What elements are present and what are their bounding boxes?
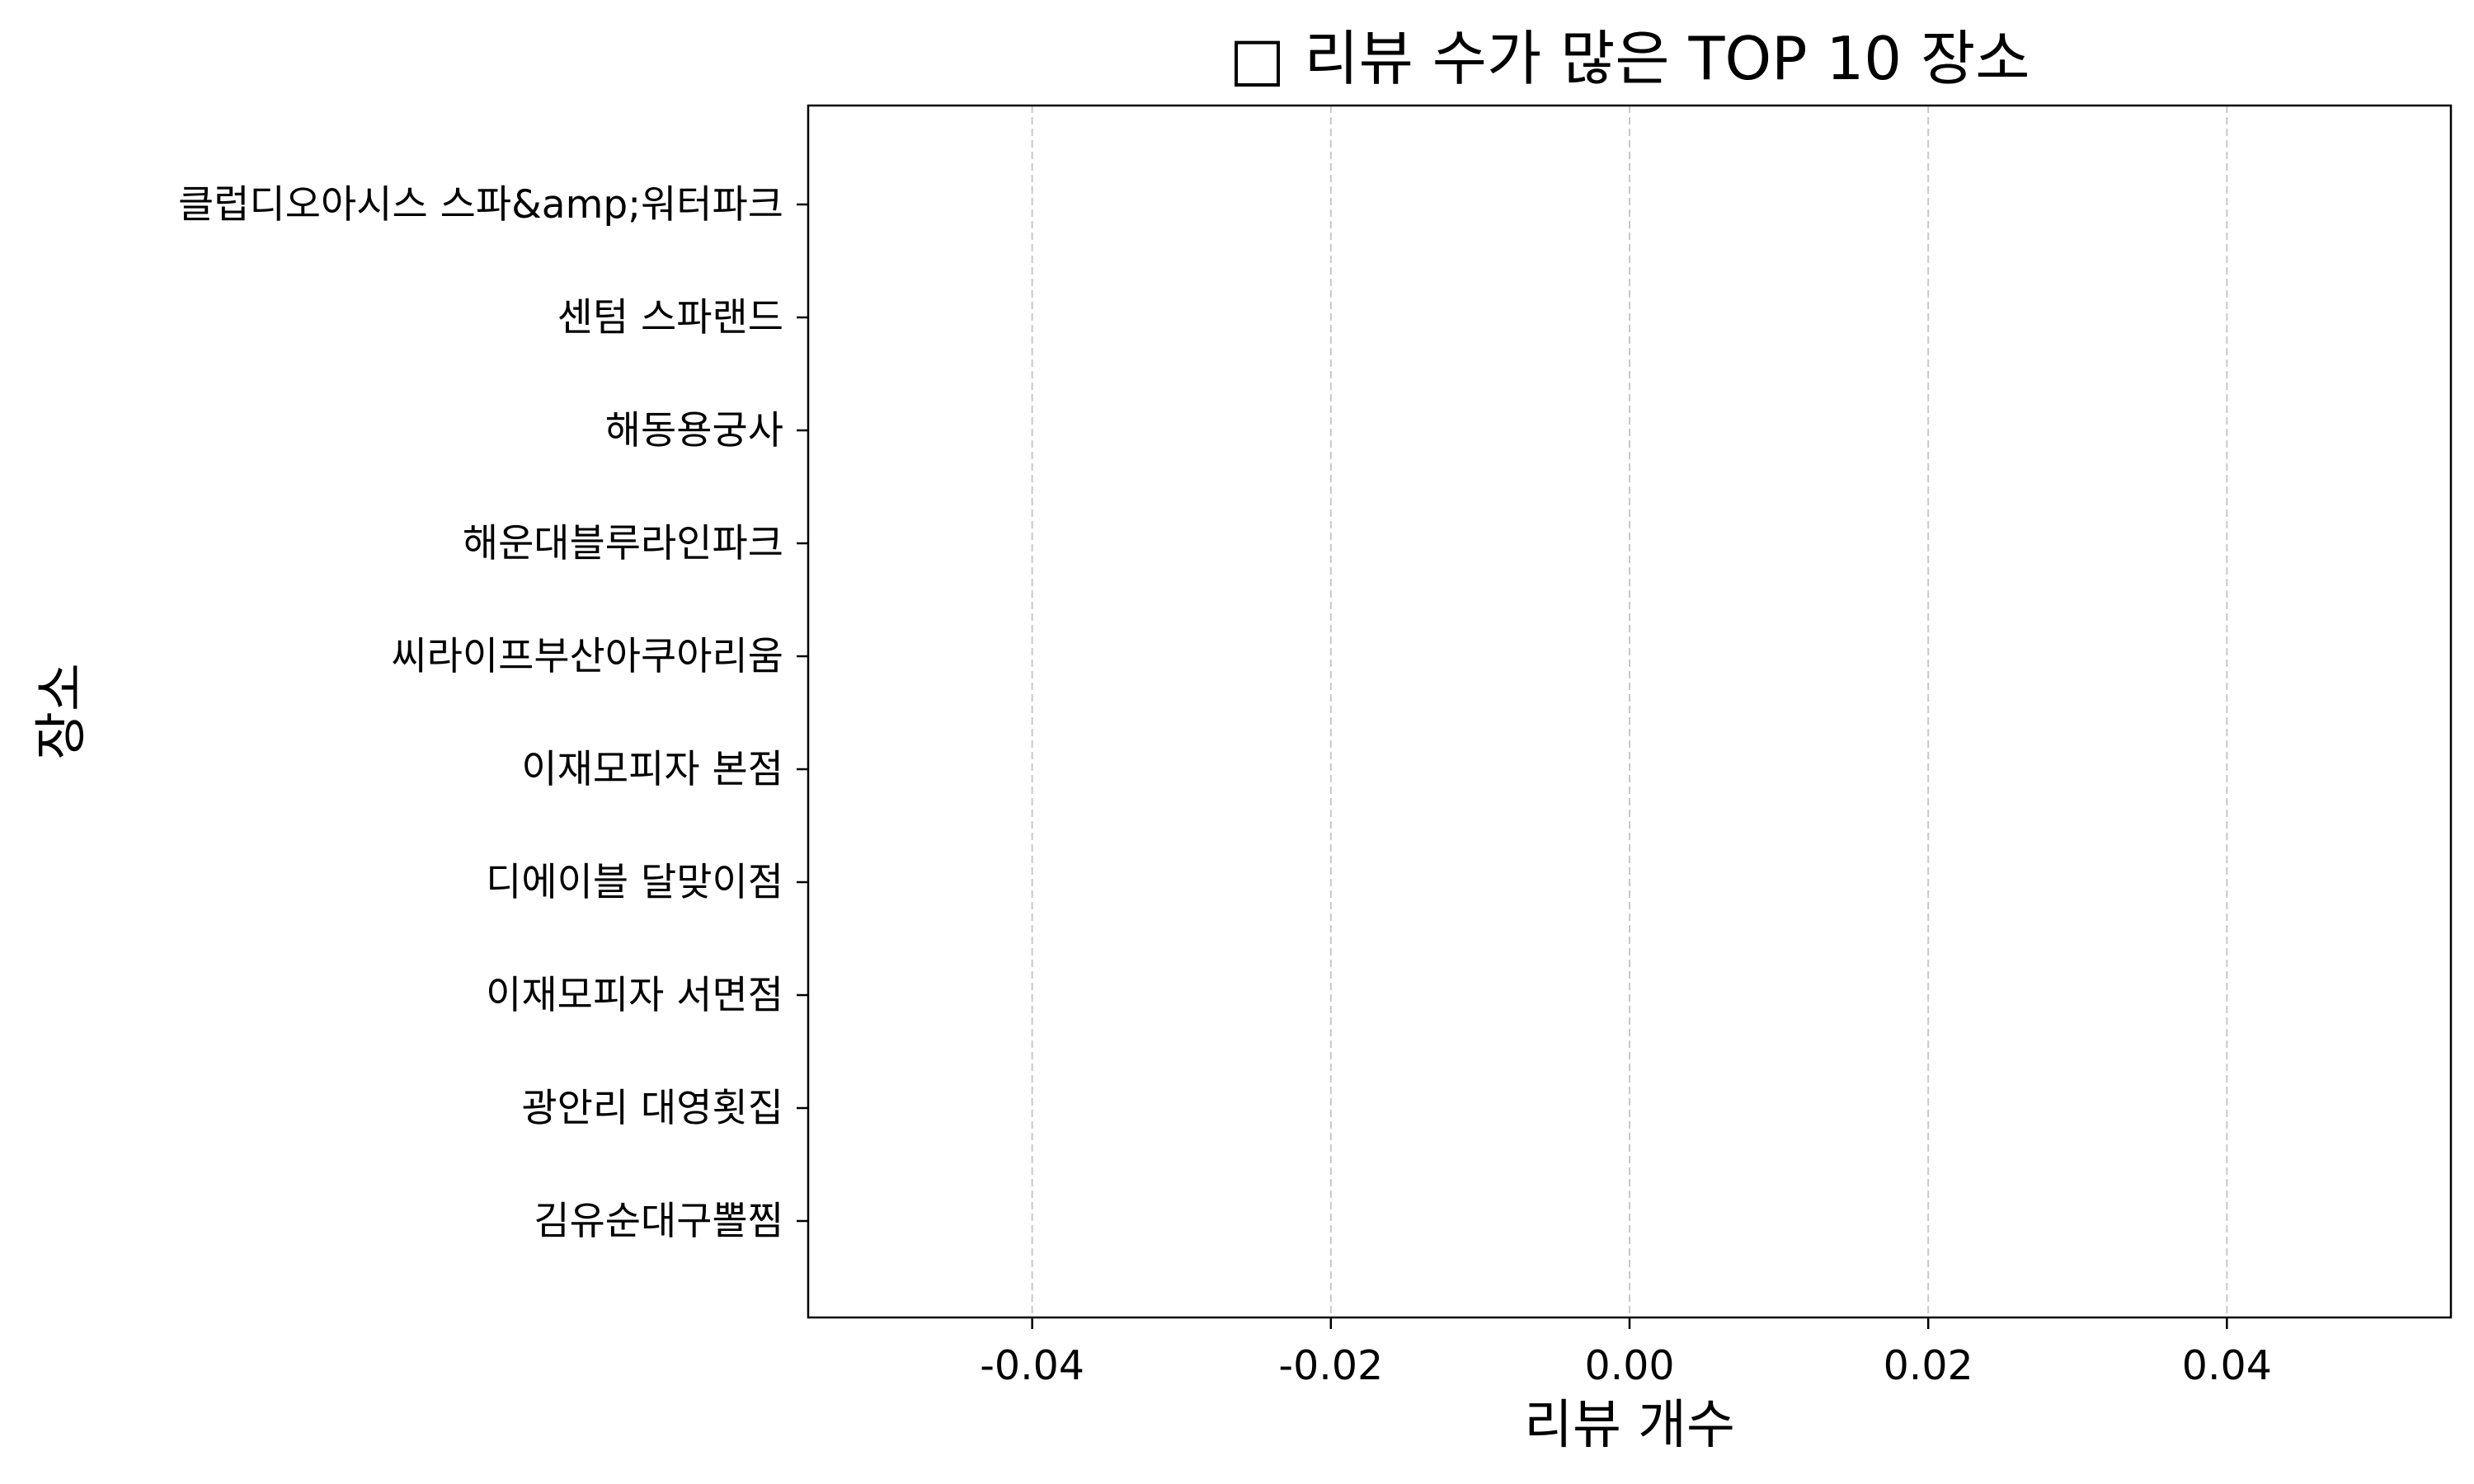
x-axis-label: 리뷰 개수 (1524, 1395, 1735, 1456)
y-tick-label: 디에이블 달맞이점 (486, 860, 783, 905)
y-tick-label: 광안리 대영횟집 (521, 1086, 783, 1131)
y-axis-label: 장소 (31, 663, 92, 760)
x-tick-label: -0.04 (980, 1342, 1084, 1389)
x-tick-label: 0.02 (1884, 1342, 1973, 1389)
chart-title: □ 리뷰 수가 많은 TOP 10 장소 (1230, 24, 2030, 93)
x-tick-label: -0.02 (1278, 1342, 1383, 1389)
grid-lines (1031, 106, 2228, 1317)
y-tick-label: 클럽디오아시스 스파&amp;워터파크 (178, 182, 783, 228)
y-tick-label: 해동용궁사 (605, 408, 783, 453)
y-tick-label: 이재모피자 본점 (521, 747, 783, 792)
x-tick-label: 0.04 (2182, 1342, 2272, 1389)
y-tick-label: 해운대블루라인파크 (463, 521, 783, 566)
y-tick-label: 센텀 스파랜드 (557, 295, 783, 340)
y-tick-label: 이재모피자 서면점 (486, 973, 783, 1018)
y-tick-label: 김유순대구뽈찜 (534, 1199, 783, 1244)
x-axis-ticks: -0.04 -0.02 0.00 0.02 0.04 (980, 1317, 2272, 1389)
x-tick-label: 0.00 (1584, 1342, 1674, 1389)
y-tick-label: 씨라이프부산아쿠아리움 (391, 634, 783, 679)
